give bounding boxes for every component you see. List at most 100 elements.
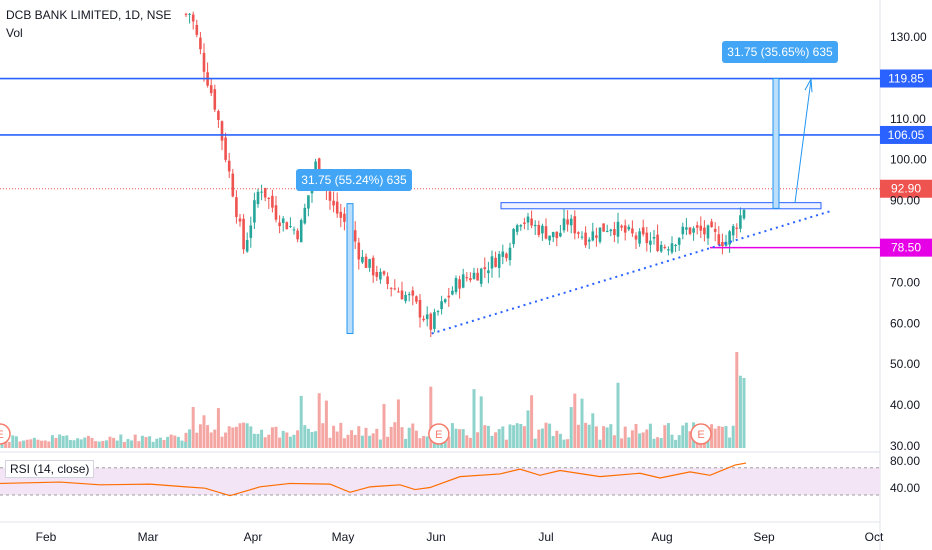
candle-body — [382, 271, 386, 275]
volume-bar — [479, 396, 483, 448]
volume-bar — [191, 406, 195, 448]
candle-body — [253, 200, 256, 223]
candle-body — [242, 218, 245, 250]
volume-bar — [404, 438, 408, 448]
candle-body — [368, 259, 371, 268]
volume-bar — [468, 437, 472, 448]
volume-bar — [101, 440, 105, 448]
candle-body — [458, 279, 461, 289]
candle-body — [407, 294, 411, 296]
candle-body — [587, 239, 591, 242]
volume-bar — [242, 422, 246, 448]
candle-body — [533, 224, 537, 227]
measure-bar — [346, 203, 354, 335]
volume-bar — [119, 434, 123, 448]
volume-bar — [738, 375, 742, 448]
volume-bar — [285, 432, 289, 448]
candle-body — [497, 253, 501, 268]
volume-bar — [594, 426, 598, 448]
volume-bar — [551, 436, 555, 448]
volume-bar — [630, 430, 634, 448]
x-tick-label: Oct — [865, 530, 884, 544]
volume-bar — [169, 434, 173, 448]
volume-bar — [422, 435, 426, 448]
volume-bar — [522, 426, 526, 448]
projection-arrowhead — [804, 77, 813, 93]
volume-bar — [22, 440, 26, 448]
volume-bar — [717, 426, 721, 448]
candle-body — [353, 230, 357, 242]
volume-bar — [710, 424, 714, 448]
candle-body — [508, 247, 512, 261]
support-badge — [880, 238, 932, 257]
candle-body — [649, 240, 652, 245]
candle-body — [731, 226, 735, 236]
volume-bar — [627, 437, 631, 448]
candle-body — [699, 225, 703, 231]
candle-body — [577, 232, 580, 234]
volume-bar — [483, 425, 487, 448]
candle-body — [429, 313, 433, 330]
candle-body — [735, 227, 739, 229]
volume-bar — [202, 415, 206, 448]
volume-bar — [576, 424, 580, 448]
candle-body — [613, 229, 616, 236]
candle-body — [425, 314, 429, 320]
candle-body — [555, 231, 559, 239]
candle-body — [422, 318, 425, 321]
volume-bar — [447, 436, 451, 448]
candle-body — [447, 295, 451, 298]
volume-bar — [659, 438, 663, 448]
volume-bar — [162, 440, 166, 448]
volume-bar — [364, 427, 368, 448]
volume-bar — [548, 423, 552, 448]
candle-body — [274, 205, 278, 220]
candle-body — [645, 232, 649, 244]
volume-bar — [450, 423, 454, 448]
candle-body — [231, 173, 235, 197]
candle-body — [515, 225, 519, 232]
volume-bar — [108, 436, 112, 448]
volume-bar — [458, 429, 462, 448]
volume-bar — [666, 423, 670, 448]
volume-bar — [213, 429, 217, 448]
volume-bar — [342, 438, 346, 448]
candle-body — [224, 137, 227, 160]
rsi-label[interactable]: RSI (14, close) — [5, 460, 95, 478]
measure-label: 31.75 (35.65%) 635 — [727, 45, 833, 59]
candle-body — [641, 227, 645, 235]
candle-body — [548, 235, 551, 241]
candle-body — [199, 37, 202, 50]
candle-body — [688, 227, 692, 234]
volume-bar — [281, 430, 285, 448]
volume-bar — [569, 407, 573, 448]
candle-body — [566, 219, 569, 225]
volume-bar — [130, 440, 134, 448]
candle-body — [415, 296, 418, 302]
volume-bar — [591, 413, 595, 448]
candle-body — [656, 234, 659, 251]
candle-body — [299, 220, 303, 243]
candle-body — [721, 242, 724, 247]
volume-bar — [558, 433, 562, 448]
volume-bar — [461, 429, 465, 448]
candle-body — [706, 225, 710, 239]
candle-body — [260, 191, 263, 193]
volume-bar — [623, 426, 627, 448]
volume-bar — [321, 423, 325, 448]
candle-body — [213, 89, 217, 110]
candle-body — [501, 251, 505, 257]
candle-body — [379, 271, 382, 280]
volume-bar — [245, 423, 249, 448]
candle-body — [317, 158, 321, 174]
volume-bar — [634, 423, 638, 448]
candle-body — [631, 228, 634, 234]
candle-body — [541, 225, 544, 234]
volume-bar — [598, 439, 602, 448]
volume-bar — [465, 435, 469, 448]
rsi-tick-label: 40.00 — [890, 481, 920, 495]
measure-bar — [772, 78, 780, 209]
volume-bar — [454, 428, 458, 448]
volume-bar — [126, 439, 130, 448]
